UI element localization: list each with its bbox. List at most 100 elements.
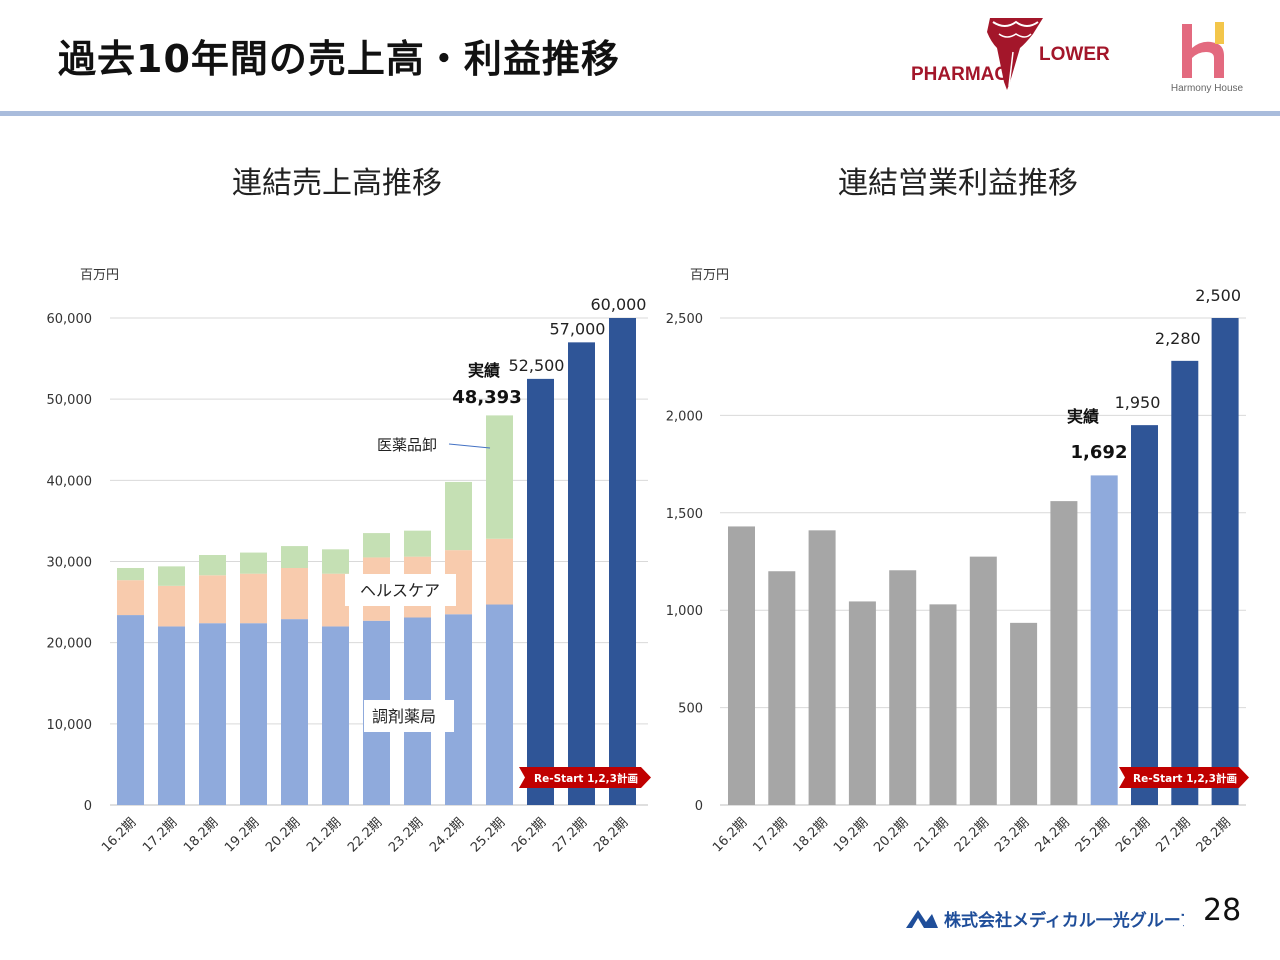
profit-ytick-label: 2,500 [666, 312, 703, 327]
profit-xtick-label: 23.2期 [992, 815, 1032, 855]
harmony-h-icon [1182, 22, 1224, 78]
profit-ytick-label: 2,000 [666, 409, 703, 424]
profit-bar [1211, 318, 1239, 805]
profit-xtick-label: 28.2期 [1194, 815, 1234, 855]
sales-actual-value: 48,393 [452, 387, 521, 408]
profit-ytick-label: 1,500 [666, 507, 703, 522]
profit-bar [808, 530, 836, 805]
sales-plan-banner-label: Re-Start 1,2,3計画 [534, 772, 638, 785]
sales-wholesale-segment [322, 549, 349, 574]
sales-xtick-label: 20.2期 [263, 815, 303, 855]
sales-plan-banner [519, 767, 651, 788]
pharmacy-callout-box [364, 700, 454, 732]
profit-ytick-label: 1,000 [666, 604, 703, 619]
sales-healthcare-segment [486, 538, 513, 605]
profit-ytick-label: 0 [695, 799, 703, 814]
sales-chart-title: 連結売上高推移 [232, 166, 442, 201]
profit-ytick-label: 500 [678, 702, 703, 717]
mountain-icon [906, 910, 938, 928]
flower-icon [987, 18, 1043, 90]
company-name: 株式会社メディカル一光グループ [944, 910, 1184, 931]
sales-plan-value: 60,000 [591, 295, 647, 314]
sales-ytick-label: 0 [84, 799, 92, 814]
sales-pharmacy-segment [322, 626, 349, 805]
profit-bar [1171, 360, 1199, 805]
profit-xtick-label: 27.2期 [1153, 815, 1193, 855]
sales-xtick-label: 21.2期 [304, 815, 344, 855]
sales-plan-value: 57,000 [550, 319, 606, 338]
pharmacy-callout-label: 調剤薬局 [372, 707, 436, 726]
profit-chart-title: 連結営業利益推移 [838, 166, 1078, 201]
profit-plan-banner-label: Re-Start 1,2,3計画 [1133, 772, 1237, 785]
profit-bar [768, 571, 796, 805]
profit-bar [1090, 475, 1118, 805]
healthcare-callout-box [345, 574, 456, 606]
sales-healthcare-segment [281, 567, 308, 620]
sales-ytick-label: 30,000 [47, 556, 93, 571]
sales-healthcare-segment [117, 580, 144, 616]
profit-actual-value: 1,692 [1071, 442, 1128, 463]
sales-wholesale-segment [445, 481, 472, 551]
sales-ytick-label: 40,000 [47, 474, 93, 489]
profit-xtick-label: 21.2期 [912, 815, 952, 855]
sales-pharmacy-segment [486, 604, 513, 805]
sales-healthcare-segment [240, 573, 267, 624]
sales-pharmacy-segment [117, 615, 144, 805]
profit-xtick-label: 20.2期 [871, 815, 911, 855]
pharmaflower-word-right: LOWER [1039, 44, 1110, 65]
sales-actual-label: 実績 [468, 361, 500, 380]
profit-bar [1050, 501, 1078, 805]
sales-wholesale-segment [404, 530, 431, 557]
sales-xtick-label: 24.2期 [427, 815, 467, 855]
profit-bar [889, 570, 917, 805]
sales-healthcare-segment [322, 573, 349, 627]
profit-xtick-label: 26.2期 [1113, 815, 1153, 855]
page-title: 過去10年間の売上高・利益推移 [58, 37, 620, 81]
sales-ytick-label: 50,000 [47, 393, 93, 408]
profit-xtick-label: 25.2期 [1073, 815, 1113, 855]
wholesale-callout-label: 医薬品卸 [377, 436, 437, 454]
page-number: 28 [1203, 893, 1242, 928]
profit-bar [1131, 425, 1158, 805]
sales-pharmacy-segment [240, 623, 267, 805]
company-logo: 株式会社メディカル一光グループ [906, 910, 1184, 931]
sales-wholesale-segment [158, 566, 185, 586]
profit-xtick-label: 18.2期 [791, 815, 831, 855]
sales-xtick-label: 19.2期 [222, 815, 262, 855]
profit-bar [969, 556, 997, 805]
sales-ytick-label: 60,000 [47, 312, 93, 327]
profit-bar [728, 526, 755, 805]
profit-unit-label: 百万円 [690, 268, 730, 283]
sales-xtick-label: 16.2期 [99, 815, 139, 855]
profit-plan-value: 2,280 [1155, 329, 1201, 348]
sales-wholesale-segment [486, 415, 513, 539]
profit-xtick-label: 22.2期 [952, 815, 992, 855]
healthcare-callout-label: ヘルスケア [360, 581, 440, 600]
sales-pharmacy-segment [281, 619, 308, 805]
header-divider [0, 111, 1280, 116]
sales-wholesale-segment [363, 533, 390, 558]
profit-xtick-label: 17.2期 [750, 815, 790, 855]
profit-plan-banner [1119, 767, 1249, 788]
profit-plan-value: 1,950 [1115, 393, 1161, 412]
profit-bar [848, 601, 876, 805]
profit-plan-value: 2,500 [1195, 286, 1241, 305]
wholesale-callout-line [448, 443, 491, 449]
sales-xtick-label: 28.2期 [591, 815, 631, 855]
profit-xtick-label: 16.2期 [710, 815, 750, 855]
sales-xtick-label: 27.2期 [550, 815, 590, 855]
sales-plan-value: 52,500 [509, 356, 565, 375]
profit-bar [929, 604, 957, 805]
sales-plan-bar [568, 342, 595, 805]
sales-xtick-label: 25.2期 [468, 815, 508, 855]
profit-actual-label: 実績 [1067, 407, 1099, 426]
sales-unit-label: 百万円 [80, 268, 120, 283]
profit-xtick-label: 19.2期 [831, 815, 871, 855]
sales-wholesale-segment [240, 552, 267, 574]
sales-plan-bar [527, 378, 554, 805]
sales-healthcare-segment [199, 575, 226, 624]
sales-ytick-label: 20,000 [47, 637, 93, 652]
sales-xtick-label: 17.2期 [140, 815, 180, 855]
pharmaflower-word-left: PHARMAC [911, 64, 1008, 85]
